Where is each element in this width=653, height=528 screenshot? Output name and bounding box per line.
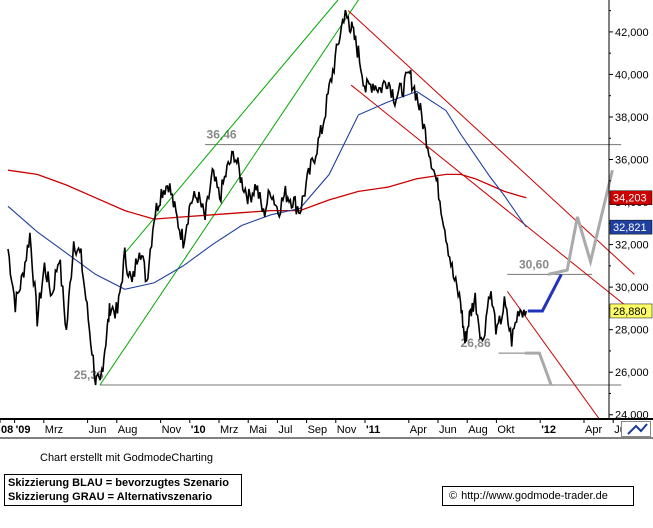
price-tag-label: 28,880 bbox=[613, 306, 647, 318]
copyright-icon: © bbox=[449, 490, 458, 502]
downtrend-line bbox=[347, 10, 635, 275]
x-tick-label: Jun bbox=[89, 424, 107, 436]
downtrend-line bbox=[350, 84, 635, 314]
price-tag-label: 32,821 bbox=[613, 222, 647, 234]
axes: 24,00026,00028,00030,00032,00034,00036,0… bbox=[0, 0, 653, 439]
price-tag-box bbox=[609, 303, 653, 319]
scenario-gray-down bbox=[524, 351, 553, 386]
uptrend-line bbox=[124, 0, 339, 254]
x-tick-label: Okt bbox=[497, 424, 514, 436]
x-tick-label: '10 bbox=[191, 424, 206, 436]
y-tick-label: 40,000 bbox=[615, 69, 649, 81]
x-tick-label: Apr bbox=[585, 424, 602, 436]
level-label: 36,46 bbox=[207, 128, 237, 142]
x-tick-label: Jun bbox=[439, 424, 457, 436]
x-tick-label: Nov bbox=[337, 424, 357, 436]
chart-trend-icon[interactable] bbox=[621, 421, 651, 437]
x-tick-label: '11 bbox=[366, 424, 380, 436]
scenario-gray-up bbox=[547, 169, 614, 276]
uptrend-line bbox=[99, 0, 359, 386]
x-tick-label: Nov bbox=[162, 424, 182, 436]
y-tick-label: 26,000 bbox=[615, 367, 649, 379]
y-tick-label: 36,000 bbox=[615, 155, 649, 167]
chart-credit: Chart erstellt mit GodmodeCharting bbox=[40, 452, 214, 464]
scenario-sketches bbox=[524, 169, 614, 386]
y-tick-label: 38,000 bbox=[615, 112, 649, 124]
x-tick-label: '12 bbox=[541, 424, 556, 436]
price-tag-box bbox=[609, 190, 653, 205]
x-tick-label: Mrz bbox=[45, 424, 63, 436]
legend-line-blue: Skizzierung BLAU = bevorzugtes Szenario bbox=[8, 477, 229, 489]
price-tag-label: 34,203 bbox=[613, 193, 647, 205]
price-tags: 34,203 32,821 28,880 bbox=[609, 190, 653, 319]
moving-averages bbox=[7, 90, 527, 290]
scenario-legend: Skizzierung BLAU = bevorzugtes Szenario … bbox=[4, 474, 242, 506]
x-tick-label: Mrz bbox=[220, 424, 238, 436]
legend-line-gray: Skizzierung GRAU = Alternativszenario bbox=[8, 491, 213, 503]
x-tick-label: Apr bbox=[410, 424, 427, 436]
x-tick-label: Jul bbox=[278, 424, 292, 436]
trend-channels bbox=[99, 0, 635, 420]
scenario-blue bbox=[527, 273, 563, 313]
ma-fast-line bbox=[7, 90, 527, 290]
price-series bbox=[7, 9, 528, 386]
x-tick-label: Mai bbox=[249, 424, 267, 436]
y-tick-label: 42,000 bbox=[615, 27, 649, 39]
y-tick-label: 28,000 bbox=[615, 325, 649, 337]
source-url[interactable]: http://www.godmode-trader.de bbox=[461, 490, 608, 502]
y-tick-label: 32,000 bbox=[615, 240, 649, 252]
price-tag-box bbox=[609, 219, 653, 235]
ma-slow-line bbox=[7, 169, 527, 220]
y-tick-label: 30,000 bbox=[615, 282, 649, 294]
x-tick-label: '09 bbox=[16, 424, 31, 436]
price-line bbox=[7, 9, 528, 386]
x-tick-label: Aug bbox=[118, 424, 138, 436]
x-tick-label: Sep bbox=[308, 424, 328, 436]
source-url-box[interactable]: © http://www.godmode-trader.de bbox=[442, 486, 634, 506]
level-label: 30,60 bbox=[519, 257, 549, 271]
x-tick-label: 08 bbox=[1, 424, 13, 436]
x-tick-label: Aug bbox=[468, 424, 488, 436]
